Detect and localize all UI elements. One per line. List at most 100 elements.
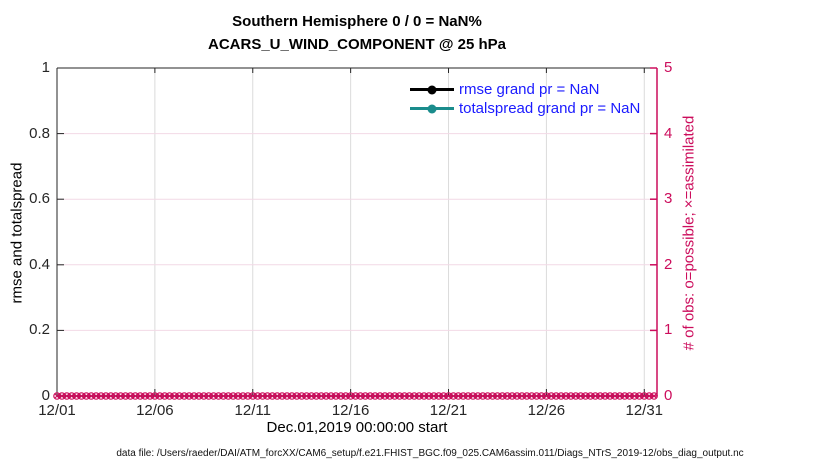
obs-possible-marker — [616, 392, 624, 400]
obs-possible-marker — [175, 392, 184, 400]
obs-possible-marker — [464, 392, 472, 400]
y-tick-label-left: 1 — [41, 59, 50, 76]
obs-possible-marker — [283, 392, 291, 400]
obs-possible-marker — [444, 392, 453, 400]
y-tick-label-left: 0.4 — [29, 255, 50, 273]
obs-possible-marker — [293, 392, 301, 400]
obs-possible-marker — [611, 392, 619, 400]
obs-possible-marker — [425, 392, 433, 400]
obs-possible-marker — [630, 392, 639, 400]
chart-title: Southern Hemisphere 0 / 0 = NaN% — [232, 13, 482, 30]
obs-possible-marker — [454, 392, 463, 400]
obs-possible-marker — [248, 392, 257, 400]
obs-possible-marker — [58, 392, 66, 400]
totalspread-dot-icon — [427, 104, 437, 113]
obs-possible-marker — [190, 392, 198, 400]
obs-markers — [53, 392, 658, 400]
x-axis-label: Dec.01,2019 00:00:00 start — [266, 419, 448, 436]
obs-possible-marker — [322, 392, 330, 400]
obs-possible-marker — [209, 392, 218, 400]
x-tick-label: 12/06 — [136, 402, 174, 419]
obs-possible-marker — [478, 392, 487, 400]
obs-possible-marker — [155, 392, 164, 400]
obs-possible-marker — [488, 392, 497, 400]
obs-possible-marker — [62, 392, 71, 400]
obs-possible-marker — [381, 392, 389, 400]
obs-possible-marker — [185, 392, 193, 400]
obs-possible-marker — [483, 392, 492, 400]
obs-possible-marker — [513, 392, 521, 400]
obs-possible-marker — [581, 392, 590, 400]
obs-possible-marker — [434, 392, 443, 400]
obs-possible-marker — [341, 392, 350, 400]
obs-possible-marker — [224, 392, 233, 400]
obs-possible-marker — [527, 392, 536, 400]
obs-possible-marker — [332, 392, 340, 400]
y-tick-label-right: 2 — [664, 255, 673, 273]
obs-possible-marker — [72, 392, 81, 400]
obs-possible-marker — [107, 392, 115, 400]
obs-possible-marker — [518, 392, 526, 400]
obs-possible-marker — [537, 392, 546, 400]
obs-possible-marker — [239, 392, 247, 400]
y-tick-label-right: 3 — [664, 190, 673, 208]
obs-possible-marker — [562, 392, 570, 400]
legend-item-totalspread: totalspread grand pr = NaN — [410, 99, 640, 118]
obs-possible-marker — [317, 392, 326, 400]
chart-subtitle: ACARS_U_WIND_COMPONENT @ 25 hPa — [207, 36, 506, 53]
y-tick-label-left: 0 — [41, 387, 50, 404]
obs-possible-marker — [420, 392, 428, 400]
obs-possible-marker — [200, 392, 208, 400]
obs-possible-marker — [469, 392, 477, 400]
obs-possible-marker — [366, 392, 375, 400]
obs-possible-marker — [498, 392, 507, 400]
obs-possible-marker — [165, 392, 174, 400]
obs-possible-marker — [390, 392, 399, 400]
obs-possible-marker — [97, 392, 105, 400]
obs-possible-marker — [82, 392, 91, 400]
obs-possible-marker — [268, 392, 277, 400]
obs-possible-marker — [244, 392, 252, 400]
obs-possible-marker — [102, 392, 110, 400]
data-file-caption: data file: /Users/raeder/DAI/ATM_forcXX/… — [116, 448, 744, 459]
obs-possible-marker — [576, 392, 585, 400]
x-tick-label: 12/31 — [625, 402, 664, 419]
obs-possible-marker — [87, 392, 96, 400]
obs-possible-marker — [606, 392, 614, 400]
obs-possible-marker — [635, 392, 644, 400]
obs-possible-marker — [337, 392, 345, 400]
obs-possible-marker — [439, 392, 448, 400]
obs-possible-marker — [395, 392, 404, 400]
y-tick-label-right: 5 — [664, 59, 673, 76]
obs-possible-marker — [596, 392, 605, 400]
obs-possible-marker — [385, 392, 394, 400]
obs-possible-marker — [376, 392, 384, 400]
obs-possible-marker — [532, 392, 541, 400]
obs-possible-marker — [214, 392, 223, 400]
x-tick-label: 12/11 — [234, 402, 271, 419]
obs-possible-marker — [552, 392, 560, 400]
obs-possible-marker — [195, 392, 203, 400]
obs-possible-marker — [170, 392, 179, 400]
y-axis-left-label: rmse and totalspread — [8, 162, 26, 304]
obs-possible-marker — [601, 392, 609, 400]
y-tick-label-left: 0.6 — [29, 190, 50, 208]
obs-possible-marker — [121, 392, 130, 400]
y-tick-label-left: 0.2 — [29, 321, 50, 339]
obs-possible-marker — [591, 392, 600, 400]
obs-possible-marker — [459, 392, 467, 400]
horizontal-gridlines — [57, 133, 657, 331]
obs-possible-marker — [508, 392, 516, 400]
obs-possible-marker — [312, 392, 321, 400]
obs-possible-marker — [650, 392, 658, 400]
obs-possible-marker — [571, 392, 580, 400]
obs-possible-marker — [400, 392, 409, 400]
obs-possible-marker — [503, 392, 512, 400]
obs-possible-marker — [410, 392, 419, 400]
obs-possible-marker — [229, 392, 237, 400]
obs-possible-marker — [542, 392, 551, 400]
legend-label-rmse: rmse grand pr = NaN — [459, 81, 600, 98]
y-tick-label-right: 1 — [664, 321, 673, 339]
totalspread-line-marker-icon — [410, 104, 454, 113]
obs-possible-marker — [586, 392, 595, 400]
